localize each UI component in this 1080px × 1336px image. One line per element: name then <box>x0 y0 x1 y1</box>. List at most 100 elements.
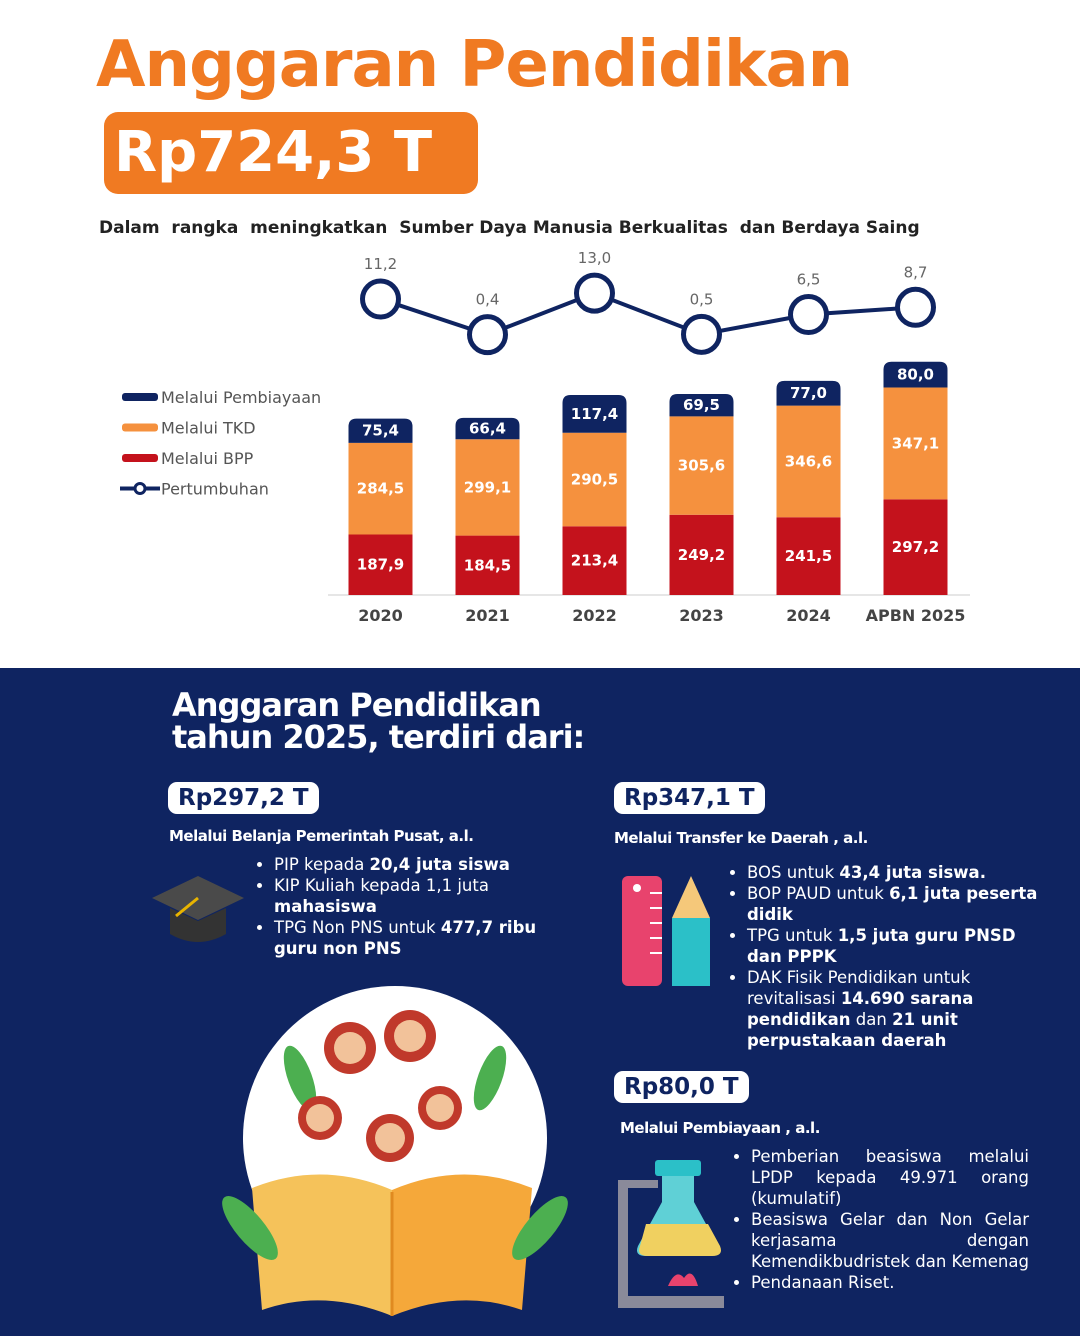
bullet-text: TPG untuk <box>747 926 838 945</box>
bullet-text: BOP PAUD untuk <box>747 884 890 903</box>
value-label: 187,9 <box>357 556 404 574</box>
amount: Rp80,0 T <box>614 1071 749 1103</box>
bullet-text: 477,7 ribu guru non PNS <box>274 918 537 958</box>
value-label: 241,5 <box>785 547 832 565</box>
bullet-list: PIP kepada 20,4 juta siswaKIP Kuliah kep… <box>252 854 574 959</box>
bar-segment <box>669 416 734 515</box>
bar-segment <box>455 535 520 595</box>
illustrations <box>152 876 724 1316</box>
section-label: Melalui Belanja Pemerintah Pusat, a.l. <box>169 827 474 845</box>
value-label: 117,4 <box>571 405 618 423</box>
value-label: 13,0 <box>578 249 611 267</box>
value-label: 8,7 <box>904 263 928 281</box>
heading: tahun 2025, terdiri dari: <box>172 718 585 756</box>
legend-swatch <box>122 393 158 401</box>
value-label: 299,1 <box>464 478 511 496</box>
bar-segment <box>562 394 627 433</box>
bullet-text: Pemberian beasiswa melalui LPDP kepada 4… <box>751 1147 1029 1208</box>
x-tick-label: 2023 <box>679 606 724 625</box>
bullet-text: TPG Non PNS untuk <box>274 918 441 937</box>
value-label: 0,5 <box>690 290 714 308</box>
x-tick-label: 2024 <box>786 606 831 625</box>
bullet-list: Pemberian beasiswa melalui LPDP kepada 4… <box>729 1146 1029 1293</box>
line <box>379 290 916 337</box>
bar-segment <box>776 517 841 595</box>
bullet-text: 21 unit perpustakaan daerah <box>747 1010 958 1050</box>
value-label: 75,4 <box>362 422 399 440</box>
value-label: 290,5 <box>571 471 618 489</box>
bar-segment <box>669 514 734 595</box>
bar-segment <box>562 526 627 595</box>
value-label: 66,4 <box>469 420 506 438</box>
section-label: Melalui Pembiayaan , a.l. <box>620 1119 820 1137</box>
bullet: BOP PAUD untuk 6,1 juta peserta didik <box>747 883 1039 925</box>
line-point <box>360 278 401 320</box>
bar-segment <box>776 380 841 406</box>
line-point <box>574 272 615 314</box>
value-label: 69,5 <box>683 396 720 414</box>
bullet-text: KIP Kuliah kepada 1,1 juta <box>274 876 489 895</box>
value-label: 6,5 <box>797 271 821 289</box>
bullet: DAK Fisik Pendidikan untuk revitalisasi … <box>747 967 1039 1051</box>
bar-segment <box>455 417 520 440</box>
bullet-text: DAK Fisik Pendidikan untuk revitalisasi <box>747 968 971 1008</box>
legend-label: Melalui BPP <box>161 449 254 468</box>
heading: Anggaran Pendidikan <box>172 686 542 724</box>
bar-segment <box>348 534 413 595</box>
value-label: 284,5 <box>357 480 404 498</box>
x-tick-label: 2021 <box>465 606 510 625</box>
value-label: 213,4 <box>571 552 618 570</box>
line-point <box>467 314 508 356</box>
x-tick-label: 2020 <box>358 606 403 625</box>
chart: 187,9 284,5 75,4 2020 184,5 299,1 66,4 2021 213,… <box>120 249 970 625</box>
bullet-text: BOS untuk <box>747 863 840 882</box>
legend-swatch <box>122 423 158 432</box>
value-label: 347,1 <box>892 434 939 452</box>
bullet-text: 20,4 juta siswa <box>369 855 510 874</box>
amount: Rp297,2 T <box>168 782 319 814</box>
bullet-text: 6,1 juta peserta didik <box>747 884 1038 924</box>
bar-segment <box>776 405 841 518</box>
value-label: 249,2 <box>678 546 725 564</box>
subtitle: Dalam rangka meningkatkan Sumber Daya Ma… <box>99 218 920 238</box>
bar-segment <box>669 393 734 417</box>
bullet: Pendanaan Riset. <box>751 1272 1029 1293</box>
line-point <box>895 286 936 328</box>
value-label: 184,5 <box>464 556 511 574</box>
bullet-text: mahasiswa <box>274 897 377 916</box>
bullet-list: BOS untuk 43,4 juta siswa.BOP PAUD untuk… <box>725 862 1039 1051</box>
line-point <box>681 313 722 355</box>
bullet-text: 43,4 juta siswa. <box>839 863 986 882</box>
section-label: Melalui Transfer ke Daerah , a.l. <box>614 829 868 847</box>
bar-segment <box>455 439 520 536</box>
amount: Rp347,1 T <box>614 782 765 814</box>
value-label: 77,0 <box>790 384 827 402</box>
legend-label: Pertumbuhan <box>161 480 269 499</box>
value-label: 297,2 <box>892 538 939 556</box>
bullet-text: PIP kepada <box>274 855 370 874</box>
bullet: PIP kepada 20,4 juta siswa <box>274 854 574 875</box>
bullet-text: dan <box>850 1010 893 1029</box>
bullet-text: Pendanaan Riset. <box>751 1273 895 1292</box>
line-point <box>788 294 829 336</box>
legend-swatch <box>133 482 147 495</box>
x-tick-label: 2022 <box>572 606 617 625</box>
bullet-text: 14.690 sarana pendidikan <box>747 989 974 1029</box>
bullet: KIP Kuliah kepada 1,1 juta mahasiswa <box>274 875 574 917</box>
value-label: 80,0 <box>897 366 934 384</box>
bullet: Pemberian beasiswa melalui LPDP kepada 4… <box>751 1146 1029 1209</box>
bullet: Beasiswa Gelar dan Non Gelar kerjasama d… <box>751 1209 1029 1272</box>
value-label: 346,6 <box>785 452 832 470</box>
total-box <box>104 112 478 194</box>
legend-swatch <box>122 454 158 462</box>
bar-segment <box>883 499 948 595</box>
bar-segment <box>348 442 413 535</box>
title: Anggaran Pendidikan <box>96 28 853 102</box>
bar-segment <box>883 387 948 500</box>
bullet-text: Beasiswa Gelar dan Non Gelar kerjasama d… <box>751 1210 1029 1271</box>
bar-segment <box>883 361 948 388</box>
x-tick-label: APBN 2025 <box>866 606 966 625</box>
bullet-text: 1,5 juta guru PNSD dan PPPK <box>747 926 1016 966</box>
bar-segment <box>348 418 413 443</box>
